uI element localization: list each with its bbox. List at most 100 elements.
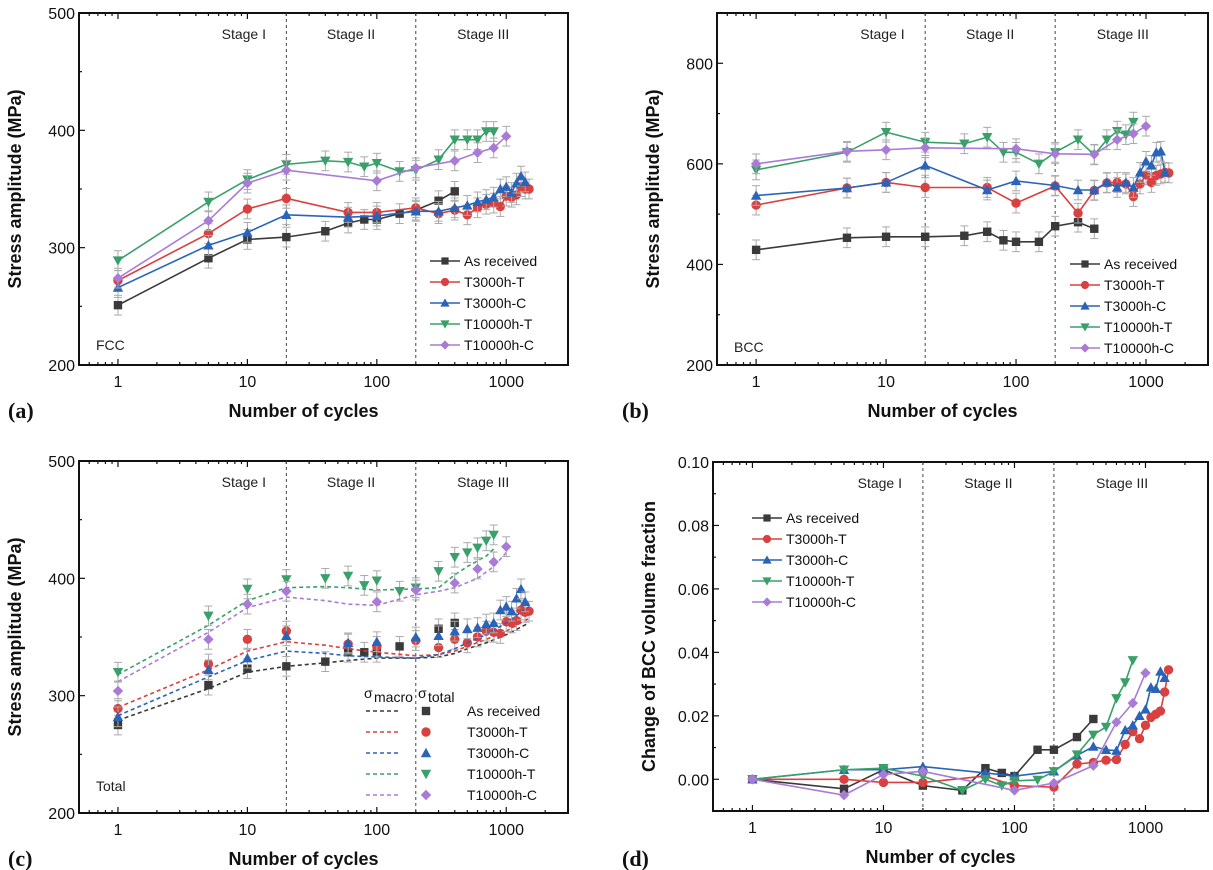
data-point <box>203 197 214 208</box>
data-point <box>1140 704 1151 714</box>
data-point <box>920 160 931 170</box>
data-point <box>1072 135 1084 145</box>
legend-label: T10000h-T <box>464 316 533 332</box>
data-point <box>449 553 460 563</box>
data-point <box>1090 224 1099 233</box>
data-point <box>839 784 849 793</box>
data-point <box>462 548 473 558</box>
x-tick-label: 10 <box>877 374 895 391</box>
legend-marker <box>441 257 449 265</box>
data-point <box>1140 720 1151 731</box>
data-point <box>320 574 331 584</box>
legend: As received T3000h-T T3000h-C T10000h-T T100… <box>430 253 537 353</box>
series-t10000h-c <box>750 115 1152 175</box>
y-tick-label: 0.00 <box>678 772 709 789</box>
data-point <box>1089 714 1098 724</box>
legend-marker <box>762 534 772 544</box>
x-tick-label: 1 <box>752 374 761 391</box>
legend-label: T3000h-C <box>467 745 529 761</box>
data-point <box>999 236 1008 245</box>
stage-label: Stage I <box>222 26 266 42</box>
data-point <box>203 634 214 645</box>
data-point <box>1049 745 1059 754</box>
data-point <box>1088 760 1099 771</box>
plot-frame <box>716 12 1209 366</box>
data-point <box>750 190 762 200</box>
data-point <box>1120 739 1130 750</box>
data-point <box>1033 159 1045 170</box>
legend-label: T10000h-T <box>1104 319 1173 335</box>
data-point <box>881 232 891 241</box>
data-point <box>1011 237 1021 246</box>
data-point <box>281 630 292 641</box>
y-tick-label: 300 <box>48 689 75 706</box>
y-tick-label: 200 <box>686 358 713 375</box>
data-point <box>1088 741 1099 751</box>
plot-frame <box>78 12 569 366</box>
data-point <box>342 637 354 648</box>
stage-label: Stage III <box>457 26 509 42</box>
data-point <box>342 157 354 168</box>
x-tick-label: 1000 <box>1128 374 1164 391</box>
data-point <box>1159 167 1171 177</box>
data-point <box>371 636 383 646</box>
legend-marker <box>440 277 450 287</box>
data-point <box>281 209 292 220</box>
data-point <box>282 232 291 242</box>
data-point <box>488 142 499 154</box>
data-point <box>1127 656 1138 666</box>
data-point <box>434 196 443 205</box>
legend-label: T3000h-T <box>1104 277 1165 293</box>
data-point <box>281 586 292 597</box>
data-point <box>1159 687 1170 697</box>
y-tick-label: 400 <box>48 571 75 588</box>
data-point <box>203 611 214 622</box>
data-point <box>371 596 383 607</box>
data-point <box>488 556 499 568</box>
data-point <box>747 774 758 785</box>
data-point <box>506 187 517 197</box>
data-point <box>112 668 124 678</box>
legend-label: T10000h-C <box>467 787 537 803</box>
series-t3000h-c <box>750 140 1171 206</box>
legend-header-macro-sub: macro <box>374 689 413 705</box>
data-point <box>1128 128 1139 139</box>
y-tick-label: 500 <box>48 6 75 23</box>
stage-label: Stage I <box>858 475 902 491</box>
y-tick-label: 200 <box>48 358 75 375</box>
legend-marker <box>420 747 432 758</box>
data-point <box>959 139 970 149</box>
legend-label: T3000h-T <box>467 724 528 740</box>
data-point <box>1120 130 1132 140</box>
data-point <box>281 165 292 176</box>
data-point <box>1155 666 1166 676</box>
data-point <box>960 231 969 240</box>
stage-label: Stage II <box>327 26 375 42</box>
data-point <box>342 571 354 582</box>
data-point <box>997 768 1006 778</box>
data-point <box>511 177 522 188</box>
stage-label: Stage II <box>327 474 375 490</box>
y-tick-label: 0.04 <box>678 645 709 662</box>
legend-marker <box>762 597 772 607</box>
y-tick-label: 0.10 <box>678 455 709 472</box>
data-point <box>1010 143 1022 154</box>
data-point <box>321 227 330 236</box>
data-point <box>917 766 929 777</box>
data-point <box>501 541 512 552</box>
data-point <box>1009 776 1020 787</box>
data-point <box>242 584 253 595</box>
data-point <box>450 187 459 196</box>
data-point <box>880 177 892 187</box>
y-tick-label: 0.02 <box>678 709 709 726</box>
panel-d: 1 10 100 1000 0.00 0.02 0.04 0.06 0.08 0.10 Number… <box>622 455 1209 870</box>
series-t10000h-c <box>112 125 512 289</box>
data-point <box>751 245 761 255</box>
data-point <box>1111 694 1122 704</box>
legend-label: T3000h-C <box>1104 298 1166 314</box>
series-line <box>755 121 1135 171</box>
data-point <box>410 206 421 216</box>
x-tick-label: 10 <box>238 374 256 391</box>
data-point <box>410 162 421 174</box>
